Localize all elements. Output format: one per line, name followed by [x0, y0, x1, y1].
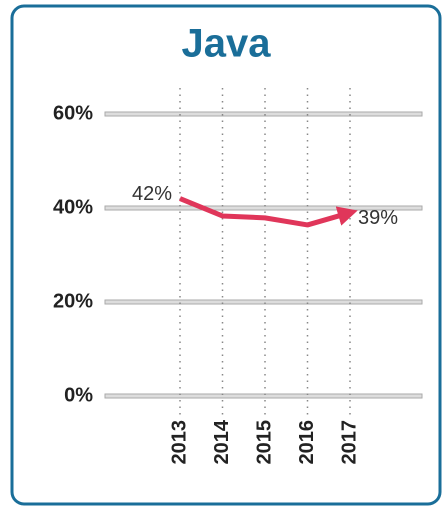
y-tick-label: 40%	[53, 196, 93, 218]
x-tick-label: 2015	[253, 420, 275, 465]
frame	[10, 4, 442, 506]
chart-title: Java	[182, 22, 272, 66]
y-tick-label: 60%	[53, 102, 93, 124]
data-label: 39%	[358, 207, 398, 229]
x-tick-label: 2013	[168, 420, 190, 465]
grid-line	[104, 299, 423, 305]
y-tick-label: 20%	[53, 290, 93, 312]
grid-line	[104, 393, 423, 399]
line	[179, 196, 358, 228]
x-tick-label: 2017	[338, 420, 360, 465]
data-label: 42%	[132, 183, 172, 205]
x-tick-label: 2016	[296, 420, 318, 465]
y-tick-label: 0%	[64, 384, 93, 406]
grid-line	[104, 111, 423, 117]
x-tick-label: 2014	[211, 419, 233, 464]
grid-line	[104, 205, 423, 211]
